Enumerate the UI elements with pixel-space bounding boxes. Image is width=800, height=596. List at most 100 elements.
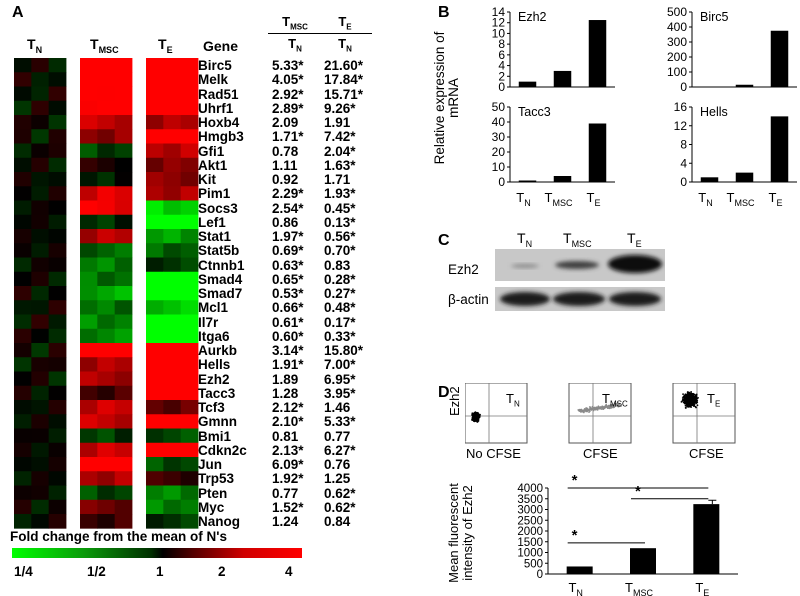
heatmap-cell (14, 172, 32, 187)
heatmap-col-te-label: TE (158, 36, 173, 55)
heatmap-cell (31, 357, 50, 372)
chart-tick-label: 0 (498, 175, 505, 189)
ratio-msc-value: 0.77 (272, 485, 299, 501)
scale-tick-four: 4 (285, 564, 293, 579)
heatmap-cell (80, 86, 98, 102)
heatmap-cell (146, 129, 164, 144)
gene-name: Gfi1 (198, 143, 225, 159)
chart-tick-label: 16 (674, 100, 688, 114)
heatmap-cell (180, 157, 199, 173)
heatmap-cell (146, 400, 164, 415)
ratio-e-value: 6.27* (324, 442, 356, 458)
ratio-e-value: 1.63* (324, 157, 356, 173)
heatmap-cell (14, 129, 32, 144)
heatmap-cell (180, 314, 199, 330)
significance-asterisk: * (572, 472, 578, 489)
heatmap-cell (114, 442, 133, 458)
mfi-tick-label: 3500 (517, 494, 543, 506)
heatmap-cell (97, 58, 116, 73)
flow-dot (595, 407, 597, 410)
heatmap-cell (146, 229, 164, 244)
chart-tick-label: 10 (492, 160, 506, 174)
heatmap-cell (163, 72, 182, 87)
mfi-category-label: TE (695, 580, 709, 596)
heatmap-cell (80, 514, 98, 529)
mfi-tick-label: 4000 (517, 483, 543, 495)
significance-asterisk: * (635, 483, 641, 500)
heatmap-cell (146, 414, 164, 429)
heatmap-cell (80, 100, 98, 116)
heatmap-cell (97, 357, 116, 372)
flow-dot (684, 402, 686, 405)
heatmap-cell (180, 414, 199, 429)
flow-dot (620, 405, 622, 407)
mfi-bar (693, 504, 720, 574)
heatmap-cell (146, 243, 164, 258)
heatmap-cell (146, 428, 164, 444)
heatmap-cell (31, 72, 50, 87)
panel-b-ylabel-line2: mRNA (446, 78, 461, 118)
chart-category-label: TMSC (545, 190, 573, 208)
flow-dot (587, 409, 590, 412)
mfi-category-label: TN (568, 580, 582, 596)
heatmap-cell (31, 442, 50, 458)
ratio-msc-value: 0.66* (272, 300, 304, 316)
ratio-e-value: 1.91 (324, 115, 351, 130)
heatmap-cell (14, 328, 32, 344)
chart-tick-label: 4 (680, 156, 687, 170)
heatmap-cell (14, 186, 32, 201)
blot-col-te: TE (627, 230, 642, 249)
heatmap-cell (114, 428, 133, 444)
flow-dot (585, 408, 587, 410)
heatmap-cell (180, 186, 199, 201)
heatmap-cell (48, 457, 67, 472)
flow-dot (687, 399, 689, 401)
flow-dot (697, 396, 699, 399)
ratio-e-value: 15.71* (324, 86, 364, 102)
ratio2-divider (318, 33, 372, 34)
blot-col-tmsc: TMSC (563, 230, 592, 249)
heatmap-cell (97, 300, 116, 315)
heatmap-cell (14, 229, 32, 244)
heatmap-cell (163, 385, 182, 401)
heatmap-cell (146, 385, 164, 401)
chart-tick-label: 100 (667, 65, 687, 79)
heatmap-cell (146, 457, 164, 472)
ratio-e-value: 0.62* (324, 499, 356, 515)
ratio-msc-value: 2.09 (272, 115, 299, 130)
heatmap-cell (80, 385, 98, 401)
heatmap-cell (180, 257, 199, 273)
chart-category-label: TN (698, 190, 712, 208)
chart-tick-label: 500 (667, 5, 687, 19)
flow-dot (692, 405, 695, 408)
heatmap-cell (48, 442, 67, 458)
chart-gene-title: Ezh2 (518, 10, 547, 24)
flow-dot (694, 405, 697, 408)
heatmap-cell (48, 400, 67, 415)
ratio-e-value: 6.95* (324, 371, 356, 387)
heatmap-cell (163, 186, 182, 201)
heatmap-cell (114, 143, 133, 159)
ratio-msc-value: 0.69* (272, 243, 304, 259)
flow-dot (585, 410, 587, 413)
chart-bar (735, 172, 754, 182)
ratio-e-value: 7.42* (324, 129, 356, 145)
gene-name: Mcl1 (198, 300, 229, 316)
ratio-msc-value: 3.14* (272, 343, 304, 358)
ratio-e-value: 0.17* (324, 314, 356, 330)
heatmap-cell (31, 385, 50, 401)
ratio-msc-value: 1.71* (272, 129, 304, 145)
flow-dot (615, 403, 618, 405)
heatmap-cell (180, 485, 199, 501)
heatmap-cell (48, 328, 67, 344)
heatmap-cell (80, 115, 98, 130)
heatmap-cell (114, 129, 133, 144)
heatmap-cell (48, 314, 67, 330)
heatmap-cell (97, 257, 116, 273)
heatmap-cell (163, 442, 182, 458)
ratio-msc-value: 0.92 (272, 172, 299, 187)
heatmap-cell (31, 100, 50, 116)
heatmap (14, 58, 199, 529)
heatmap-cell (14, 442, 32, 458)
